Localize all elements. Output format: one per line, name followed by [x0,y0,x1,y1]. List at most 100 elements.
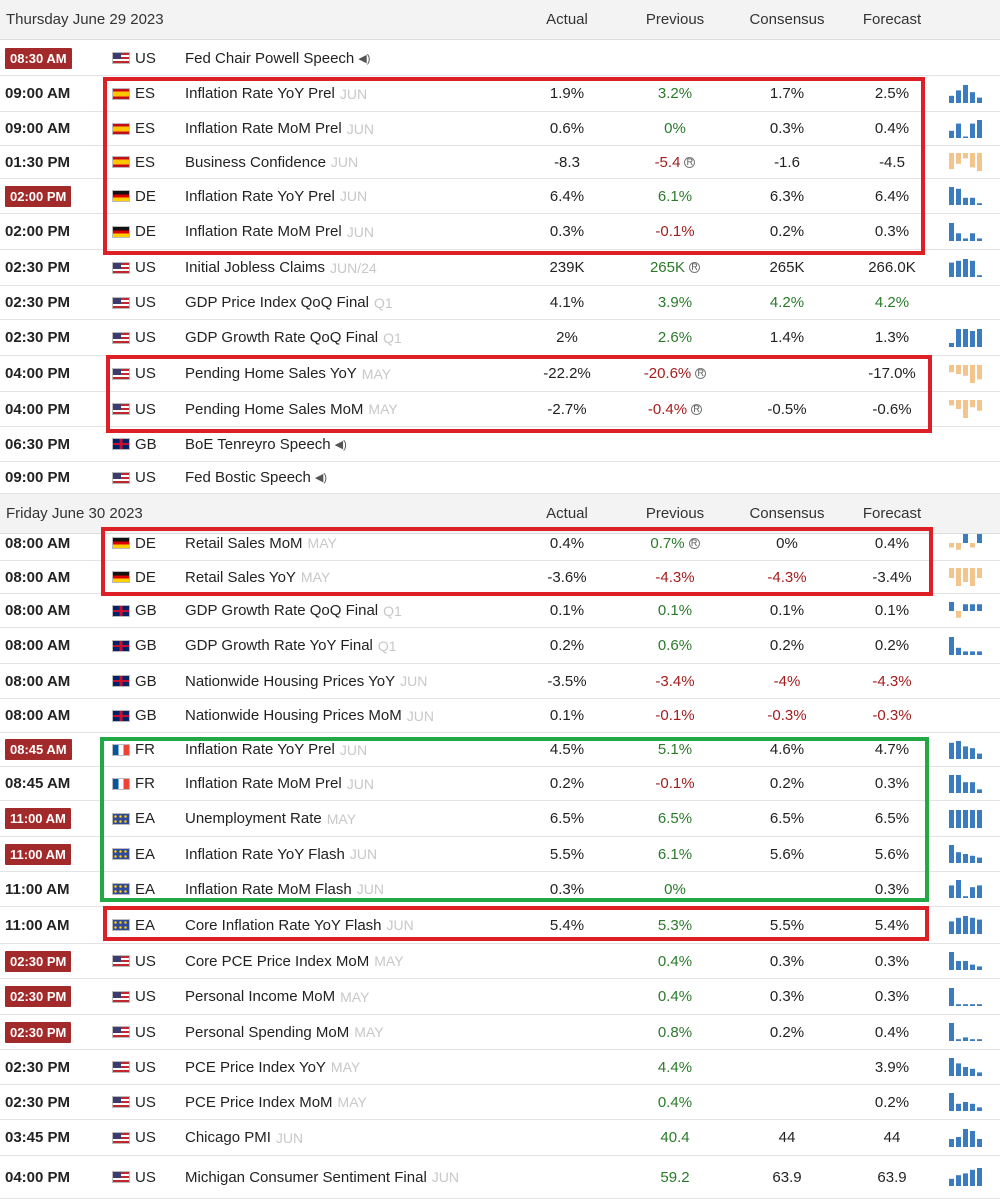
event-row[interactable]: 06:30 PM GB BoE Tenreyro Speech ◀) [0,427,1000,462]
sparkline-cell[interactable] [948,979,988,1014]
event-name[interactable]: Inflation Rate MoM Prel [185,775,342,792]
event-name-link[interactable]: Retail Sales YoY MAY [185,561,330,593]
event-row[interactable]: 08:45 AM FR Inflation Rate YoY Prel JUN 4.5%… [0,733,1000,767]
event-name[interactable]: Business Confidence [185,153,326,171]
sparkline-cell[interactable] [948,872,988,906]
event-name-link[interactable]: GDP Growth Rate QoQ Final Q1 [185,320,402,355]
event-name-link[interactable]: Inflation Rate YoY Flash JUN [185,837,377,871]
sparkline-cell[interactable] [948,427,988,461]
event-name[interactable]: Core Inflation Rate YoY Flash [185,916,382,934]
event-name[interactable]: Chicago PMI [185,1129,271,1146]
event-name-link[interactable]: Nationwide Housing Prices MoM JUN [185,699,434,732]
event-row[interactable]: 09:00 AM ES Inflation Rate MoM Prel JUN 0.6%… [0,112,1000,146]
event-row[interactable]: 02:30 PM US PCE Price Index MoM MAY 0.4% 0.2% [0,1085,1000,1120]
event-row[interactable]: 08:00 AM GB Nationwide Housing Prices MoM J… [0,699,1000,733]
event-name[interactable]: Inflation Rate YoY Prel [185,741,335,758]
sparkline-cell[interactable] [948,801,988,836]
sparkline-cell[interactable] [948,733,988,766]
event-name[interactable]: BoE Tenreyro Speech [185,435,331,453]
event-name-link[interactable]: GDP Price Index QoQ Final Q1 [185,286,393,319]
sparkline-cell[interactable] [948,462,988,493]
event-name-link[interactable]: Inflation Rate YoY Prel JUN [185,76,367,111]
event-row[interactable]: 01:30 PM ES Business Confidence JUN -8.3 -5.4… [0,146,1000,179]
sparkline-cell[interactable] [948,320,988,355]
event-name-link[interactable]: Unemployment Rate MAY [185,801,356,836]
event-name-link[interactable]: PCE Price Index MoM MAY [185,1085,367,1119]
event-row[interactable]: 09:00 PM US Fed Bostic Speech ◀) [0,462,1000,494]
event-name-link[interactable]: Core Inflation Rate YoY Flash JUN [185,907,414,943]
event-name-link[interactable]: Personal Spending MoM MAY [185,1015,384,1049]
event-name[interactable]: Inflation Rate YoY Prel [185,187,335,205]
event-name[interactable]: GDP Price Index QoQ Final [185,294,369,311]
event-row[interactable]: 02:30 PM US GDP Growth Rate QoQ Final Q1 2% 2… [0,320,1000,356]
event-row[interactable]: 08:00 AM DE Retail Sales YoY MAY -3.6% -4.3% -… [0,561,1000,594]
event-name[interactable]: Personal Income MoM [185,988,336,1005]
event-name[interactable]: Pending Home Sales MoM [185,400,364,418]
event-name-link[interactable]: BoE Tenreyro Speech ◀) [185,427,347,461]
event-row[interactable]: 11:00 AM EA Inflation Rate MoM Flash JUN 0.3… [0,872,1000,907]
event-name[interactable]: Inflation Rate YoY Flash [185,845,345,863]
event-row[interactable]: 09:00 AM ES Inflation Rate YoY Prel JUN 1.9%… [0,76,1000,112]
event-name-link[interactable]: Fed Chair Powell Speech ◀) [185,41,370,75]
event-name[interactable]: Initial Jobless Claims [185,259,326,276]
event-name[interactable]: Core PCE Price Index MoM [185,952,370,970]
event-name[interactable]: Retail Sales YoY [185,568,296,586]
sparkline-cell[interactable] [948,356,988,391]
event-name[interactable]: Fed Chair Powell Speech [185,49,355,67]
event-name[interactable]: GDP Growth Rate QoQ Final [185,602,379,619]
event-name-link[interactable]: Inflation Rate MoM Prel JUN [185,214,374,249]
sparkline-cell[interactable] [948,250,988,285]
event-row[interactable]: 11:00 AM EA Unemployment Rate MAY 6.5% 6.5% 6.… [0,801,1000,837]
event-name-link[interactable]: Core PCE Price Index MoM MAY [185,944,404,978]
sparkline-cell[interactable] [948,664,988,698]
event-name[interactable]: Inflation Rate MoM Flash [185,880,352,898]
event-name-link[interactable]: Initial Jobless Claims JUN/24 [185,250,377,285]
sparkline-cell[interactable] [948,146,988,178]
sparkline-cell[interactable] [948,41,988,75]
event-name[interactable]: Personal Spending MoM [185,1023,350,1041]
event-row[interactable]: 02:30 PM US Personal Income MoM MAY 0.4% 0.3%… [0,979,1000,1015]
event-row[interactable]: 02:30 PM US PCE Price Index YoY MAY 4.4% 3.9% [0,1050,1000,1085]
sparkline-cell[interactable] [948,837,988,871]
sparkline-cell[interactable] [948,1085,988,1119]
event-row[interactable]: 08:00 AM GB Nationwide Housing Prices YoY J… [0,664,1000,699]
event-name-link[interactable]: Retail Sales MoM MAY [185,526,337,560]
event-name-link[interactable]: Personal Income MoM MAY [185,979,369,1014]
sparkline-cell[interactable] [948,1120,988,1155]
event-name[interactable]: Inflation Rate MoM Prel [185,120,342,137]
event-name-link[interactable]: GDP Growth Rate QoQ Final Q1 [185,594,402,627]
event-row[interactable]: 08:00 AM GB GDP Growth Rate YoY Final Q1 0.2… [0,628,1000,664]
sparkline-cell[interactable] [948,76,988,111]
sparkline-cell[interactable] [948,561,988,593]
sparkline-cell[interactable] [948,944,988,978]
sparkline-cell[interactable] [948,179,988,213]
event-row[interactable]: 03:45 PM US Chicago PMI JUN 40.4 44 44 [0,1120,1000,1156]
event-row[interactable]: 02:30 PM US Personal Spending MoM MAY 0.8% 0.… [0,1015,1000,1050]
event-row[interactable]: 08:00 AM DE Retail Sales MoM MAY 0.4% 0.7% R 0%… [0,526,1000,561]
event-name-link[interactable]: Pending Home Sales YoY MAY [185,356,391,391]
event-row[interactable]: 04:00 PM US Pending Home Sales MoM MAY -2.7%… [0,392,1000,427]
event-name-link[interactable]: Inflation Rate YoY Prel JUN [185,733,367,766]
event-name-link[interactable]: GDP Growth Rate YoY Final Q1 [185,628,397,663]
event-row[interactable]: 02:00 PM DE Inflation Rate MoM Prel JUN 0.3%… [0,214,1000,250]
event-name[interactable]: Unemployment Rate [185,810,322,827]
event-name[interactable]: Michigan Consumer Sentiment Final [185,1168,427,1186]
event-name-link[interactable]: Inflation Rate YoY Prel JUN [185,179,367,213]
event-name-link[interactable]: Inflation Rate MoM Prel JUN [185,767,374,800]
event-row[interactable]: 04:00 PM US Pending Home Sales YoY MAY -22.2… [0,356,1000,392]
sparkline-cell[interactable] [948,767,988,800]
sparkline-cell[interactable] [948,699,988,732]
event-name[interactable]: GDP Growth Rate YoY Final [185,637,373,654]
event-name-link[interactable]: Chicago PMI JUN [185,1120,303,1155]
event-row[interactable]: 11:00 AM EA Inflation Rate YoY Flash JUN 5.5… [0,837,1000,872]
event-name-link[interactable]: Nationwide Housing Prices YoY JUN [185,664,427,698]
sparkline-cell[interactable] [948,1156,988,1198]
event-name[interactable]: Pending Home Sales YoY [185,365,357,382]
event-row[interactable]: 02:30 PM US Core PCE Price Index MoM MAY 0.4… [0,944,1000,979]
event-name[interactable]: Fed Bostic Speech [185,469,311,486]
sparkline-cell[interactable] [948,112,988,145]
sparkline-cell[interactable] [948,286,988,319]
sparkline-cell[interactable] [948,526,988,560]
event-name[interactable]: PCE Price Index YoY [185,1058,326,1076]
event-name[interactable]: GDP Growth Rate QoQ Final [185,329,379,346]
